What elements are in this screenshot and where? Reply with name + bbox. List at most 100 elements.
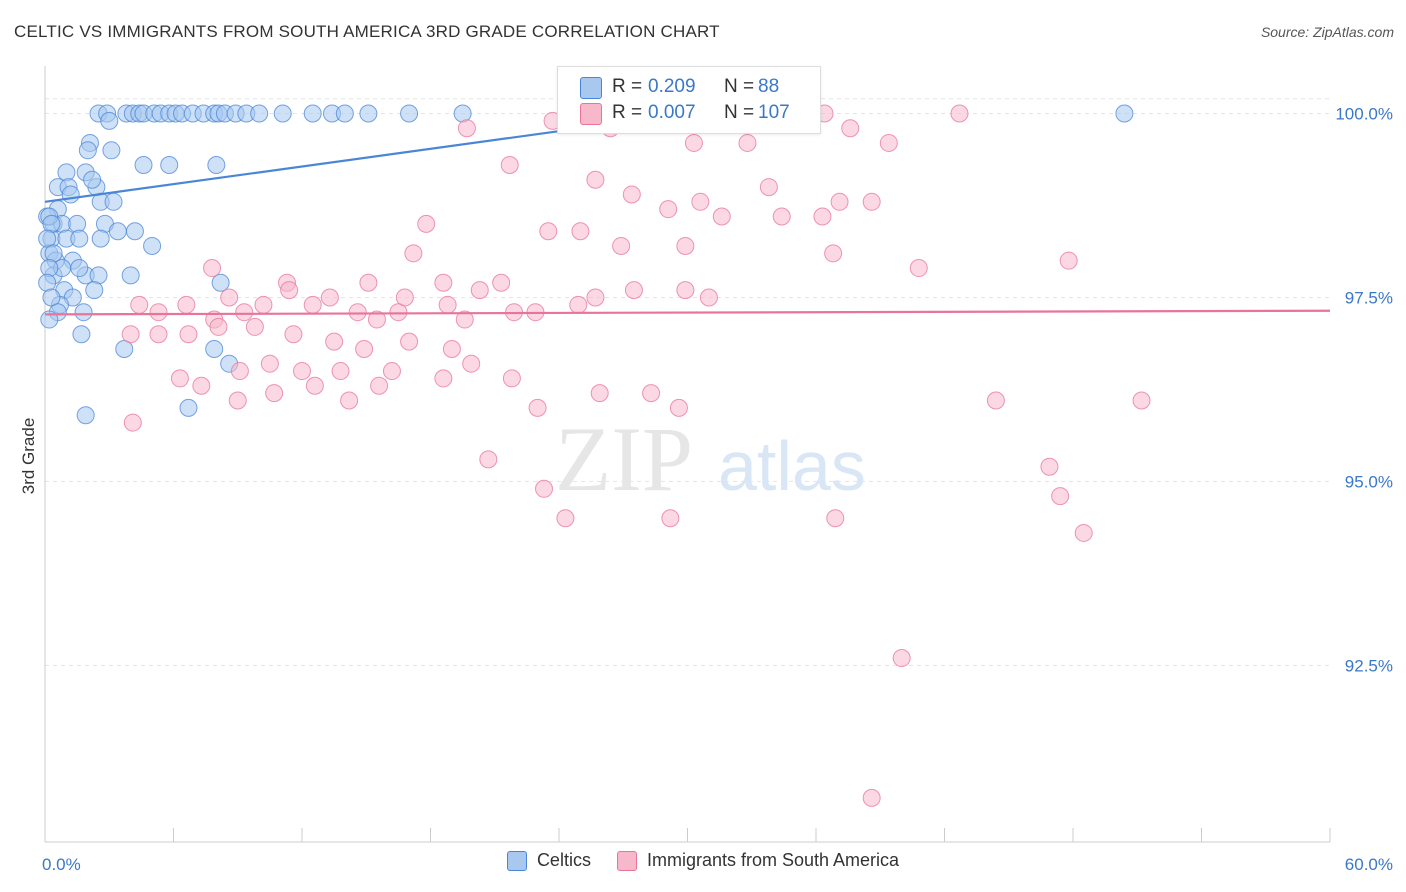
data-point-celtics bbox=[121, 266, 140, 285]
data-point-celtics bbox=[143, 236, 162, 255]
chart-source: Source: ZipAtlas.com bbox=[1260, 24, 1394, 40]
data-point-celtics bbox=[1115, 104, 1134, 123]
data-point-immigrants bbox=[1040, 457, 1059, 476]
legend-label-celtics: Celtics bbox=[536, 850, 591, 870]
data-point-celtics bbox=[78, 141, 97, 160]
data-point-immigrants bbox=[712, 207, 731, 226]
data-point-immigrants bbox=[170, 369, 189, 388]
data-point-celtics bbox=[104, 192, 123, 211]
data-point-immigrants bbox=[280, 281, 299, 300]
data-point-immigrants bbox=[684, 133, 703, 152]
data-point-celtics bbox=[91, 229, 110, 248]
data-point-celtics bbox=[68, 214, 87, 233]
axes bbox=[44, 66, 1331, 843]
data-point-immigrants bbox=[1132, 391, 1151, 410]
stats-row-immigrants: R = 0.007 N = 107 bbox=[558, 101, 820, 127]
data-point-immigrants bbox=[492, 273, 511, 292]
data-point-celtics bbox=[400, 104, 419, 123]
data-point-celtics bbox=[102, 141, 121, 160]
data-point-immigrants bbox=[220, 288, 239, 307]
data-point-immigrants bbox=[879, 133, 898, 152]
data-point-immigrants bbox=[149, 325, 168, 344]
data-point-immigrants bbox=[462, 354, 481, 373]
data-point-immigrants bbox=[434, 273, 453, 292]
data-point-immigrants bbox=[305, 376, 324, 395]
data-point-immigrants bbox=[209, 317, 228, 336]
data-point-immigrants bbox=[502, 369, 521, 388]
data-point-celtics bbox=[85, 281, 104, 300]
data-point-immigrants bbox=[389, 303, 408, 322]
data-point-immigrants bbox=[535, 479, 554, 498]
stats-swatch-immigrants bbox=[580, 103, 602, 125]
y-tick-label: 100.0% bbox=[1335, 105, 1393, 124]
stats-r-label: R = bbox=[612, 102, 643, 123]
y-tick-label: 95.0% bbox=[1345, 472, 1393, 491]
data-point-celtics bbox=[100, 111, 119, 130]
data-point-immigrants bbox=[228, 391, 247, 410]
x-tick-label: 60.0% bbox=[1345, 855, 1393, 874]
stats-r-value: 0.007 bbox=[648, 102, 696, 123]
data-point-immigrants bbox=[586, 288, 605, 307]
data-point-immigrants bbox=[892, 649, 911, 668]
data-point-celtics bbox=[40, 259, 59, 278]
data-point-celtics bbox=[207, 156, 226, 175]
data-point-celtics bbox=[359, 104, 378, 123]
data-point-immigrants bbox=[320, 288, 339, 307]
data-point-immigrants bbox=[479, 450, 498, 469]
legend-label-immigrants: Immigrants from South America bbox=[646, 850, 900, 870]
stats-n-value: 88 bbox=[758, 76, 780, 97]
data-point-immigrants bbox=[661, 509, 680, 528]
data-point-immigrants bbox=[824, 244, 843, 263]
data-point-celtics bbox=[134, 156, 153, 175]
legend-item-immigrants[interactable]: Immigrants from South America bbox=[616, 850, 900, 871]
data-point-immigrants bbox=[699, 288, 718, 307]
data-point-celtics bbox=[108, 222, 127, 241]
data-point-celtics bbox=[273, 104, 292, 123]
data-point-immigrants bbox=[340, 391, 359, 410]
data-point-immigrants bbox=[130, 295, 149, 314]
data-point-immigrants bbox=[192, 376, 211, 395]
legend-item-celtics[interactable]: Celtics bbox=[506, 850, 591, 871]
data-point-immigrants bbox=[260, 354, 279, 373]
data-point-immigrants bbox=[862, 788, 881, 807]
data-point-immigrants bbox=[569, 295, 588, 314]
data-point-immigrants bbox=[669, 398, 688, 417]
stats-n-value: 107 bbox=[758, 102, 790, 123]
data-point-celtics bbox=[179, 398, 198, 417]
legend-swatch-celtics bbox=[506, 850, 527, 871]
data-point-immigrants bbox=[455, 310, 474, 329]
data-point-celtics bbox=[205, 339, 224, 358]
data-point-immigrants bbox=[230, 362, 249, 381]
data-point-immigrants bbox=[676, 281, 695, 300]
data-point-immigrants bbox=[612, 236, 631, 255]
data-point-immigrants bbox=[123, 413, 142, 432]
data-point-immigrants bbox=[348, 303, 367, 322]
data-point-immigrants bbox=[556, 509, 575, 528]
data-point-immigrants bbox=[500, 156, 519, 175]
data-point-immigrants bbox=[400, 332, 419, 351]
data-point-immigrants bbox=[738, 133, 757, 152]
data-point-celtics bbox=[74, 303, 93, 322]
data-point-immigrants bbox=[909, 259, 928, 278]
data-point-immigrants bbox=[367, 310, 386, 329]
data-point-immigrants bbox=[284, 325, 303, 344]
data-point-immigrants bbox=[382, 362, 401, 381]
data-point-immigrants bbox=[355, 339, 374, 358]
data-point-celtics bbox=[303, 104, 322, 123]
data-point-immigrants bbox=[642, 384, 661, 403]
data-point-immigrants bbox=[404, 244, 423, 263]
data-point-celtics bbox=[70, 229, 89, 248]
data-point-immigrants bbox=[434, 369, 453, 388]
trend-line-immigrants bbox=[44, 309, 1331, 316]
data-point-celtics bbox=[250, 104, 269, 123]
data-points bbox=[38, 104, 1151, 807]
data-point-immigrants bbox=[149, 303, 168, 322]
tick-labels: 100.0% 97.5% 95.0% 92.5% 0.0% 60.0% bbox=[42, 105, 1393, 874]
data-point-immigrants bbox=[862, 192, 881, 211]
data-point-immigrants bbox=[586, 170, 605, 189]
data-point-immigrants bbox=[359, 273, 378, 292]
data-point-immigrants bbox=[539, 222, 558, 241]
data-point-immigrants bbox=[950, 104, 969, 123]
data-point-immigrants bbox=[1074, 523, 1093, 542]
y-tick-label: 97.5% bbox=[1345, 288, 1393, 307]
